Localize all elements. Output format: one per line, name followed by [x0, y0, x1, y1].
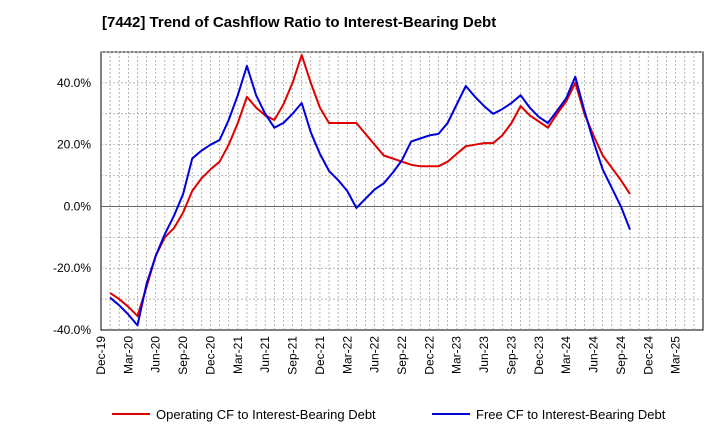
x-tick-label: Mar-25	[669, 336, 683, 374]
x-tick-label: Sep-22	[395, 336, 409, 375]
x-tick-label: Jun-22	[368, 336, 382, 373]
x-tick-label: Dec-23	[532, 336, 546, 375]
x-tick-label: Jun-23	[477, 336, 491, 373]
x-tick-label: Sep-23	[504, 336, 518, 375]
y-tick-label: 40.0%	[57, 76, 91, 90]
x-tick-label: Jun-21	[258, 336, 272, 373]
x-tick-label: Dec-21	[313, 336, 327, 375]
y-tick-label: -20.0%	[53, 261, 91, 275]
series-line-operating-cf	[109, 54, 631, 318]
x-tick-label: Mar-22	[340, 336, 354, 374]
x-tick-label: Jun-24	[587, 336, 601, 373]
x-tick-label: Mar-23	[450, 336, 464, 374]
x-tick-label: Mar-21	[231, 336, 245, 374]
x-tick-label: Mar-20	[121, 336, 135, 374]
legend-label: Free CF to Interest-Bearing Debt	[476, 407, 666, 422]
series-line-free-cf	[109, 64, 631, 327]
x-tick-label: Jun-20	[149, 336, 163, 373]
y-tick-label: -40.0%	[53, 323, 91, 337]
plot-area	[100, 51, 704, 331]
y-tick-label: 20.0%	[57, 138, 91, 152]
x-tick-label: Sep-20	[176, 336, 190, 375]
x-tick-label: Dec-24	[641, 336, 655, 375]
x-tick-label: Sep-24	[614, 336, 628, 375]
x-tick-label: Dec-22	[422, 336, 436, 375]
chart-title: [7442] Trend of Cashflow Ratio to Intere…	[102, 14, 497, 31]
legend-label: Operating CF to Interest-Bearing Debt	[156, 407, 376, 422]
x-tick-label: Mar-24	[559, 336, 573, 374]
x-tick-label: Sep-21	[286, 336, 300, 375]
x-tick-label: Dec-20	[203, 336, 217, 375]
x-tick-label: Dec-19	[94, 336, 108, 375]
y-tick-label: 0.0%	[64, 199, 92, 213]
